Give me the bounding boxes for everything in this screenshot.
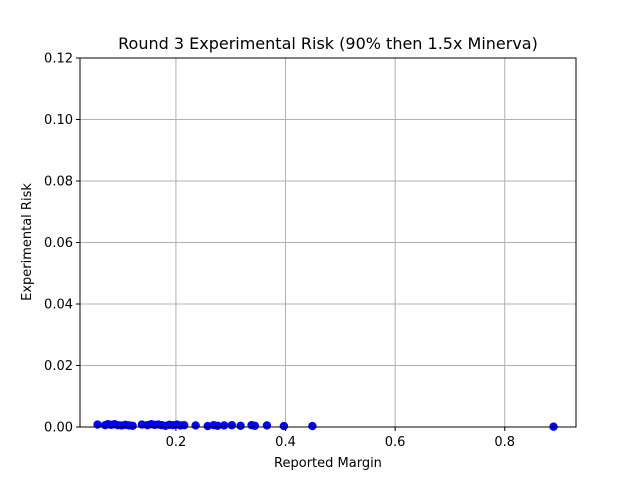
data-point [227, 420, 237, 430]
x-axis-label: Reported Margin [274, 456, 382, 471]
y-tick-label: 0.06 [44, 236, 73, 251]
y-tick-label: 0.08 [44, 175, 73, 190]
data-point [128, 421, 137, 430]
data-point [236, 421, 245, 430]
y-tick-label: 0.00 [44, 421, 73, 436]
axis-ticks: 0.2 0.4 0.6 0.8 0.00 0.02 0.04 0.06 0.08 0.10 0.12 [44, 52, 515, 451]
x-tick-label: 0.8 [494, 435, 515, 450]
grid [80, 58, 576, 427]
data-point [262, 421, 272, 430]
data-point [213, 421, 222, 430]
x-tick-label: 0.2 [166, 435, 187, 450]
y-axis-label: Experimental Risk [20, 183, 35, 301]
chart-title: Round 3 Experimental Risk (90% then 1.5x… [118, 34, 538, 53]
data-point [191, 421, 200, 430]
y-tick-label: 0.02 [44, 359, 73, 374]
data-point [308, 421, 317, 431]
x-tick-label: 0.4 [275, 435, 296, 450]
data-point [250, 421, 260, 430]
y-tick-label: 0.12 [44, 52, 73, 67]
y-tick-label: 0.04 [44, 298, 73, 313]
data-point [179, 420, 189, 430]
data-point [219, 421, 229, 430]
data-point [279, 421, 289, 431]
y-tick-label: 0.10 [44, 113, 73, 128]
x-tick-label: 0.6 [385, 435, 406, 450]
